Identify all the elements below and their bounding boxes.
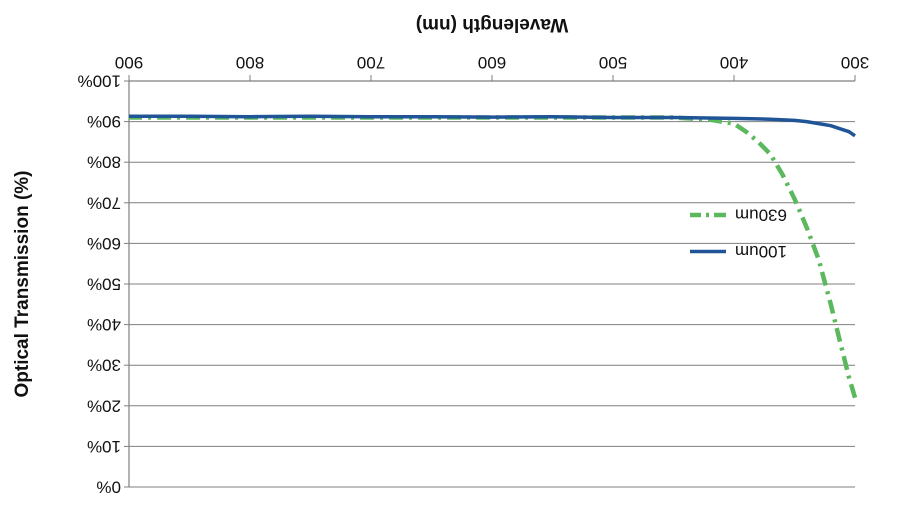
y-tick-label: 50% [87,275,121,294]
data-series [129,114,858,399]
x-tick-label: 900 [115,53,143,72]
grid-lines [129,121,855,447]
legend-label-630um: 630um [735,205,787,224]
y-tick-label: 80% [87,153,121,172]
x-tick-label: 300 [841,53,869,72]
x-tick-labels: 300 400 500 600 700 800 900 [115,53,869,72]
y-tick-label: 60% [87,234,121,253]
axes [124,75,856,488]
y-tick-label: 40% [87,315,121,334]
x-axis-label: Wavelength (nm) [416,14,568,35]
y-tick-label: 100% [78,72,121,91]
series-line-100um [129,114,856,138]
x-tick-label: 500 [599,53,627,72]
x-tick-label: 700 [357,53,385,72]
y-tick-label: 20% [87,396,121,415]
y-tick-label: 0% [96,478,121,497]
x-tick-label: 600 [478,53,506,72]
y-tick-labels: 0% 10% 20% 30% 40% 50% 60% 70% 80% 90% 100% [78,72,121,497]
y-tick-label: 90% [87,112,121,131]
legend-label-100um: 100um [735,242,787,261]
y-axis-label: Optical Transmission (%) [12,171,33,398]
y-tick-label: 30% [87,356,121,375]
y-tick-label: 70% [87,193,121,212]
y-tick-label: 10% [87,437,121,456]
legend: 100um 630um [690,205,787,261]
x-tick-label: 400 [720,53,748,72]
x-tick-label: 800 [236,53,264,72]
